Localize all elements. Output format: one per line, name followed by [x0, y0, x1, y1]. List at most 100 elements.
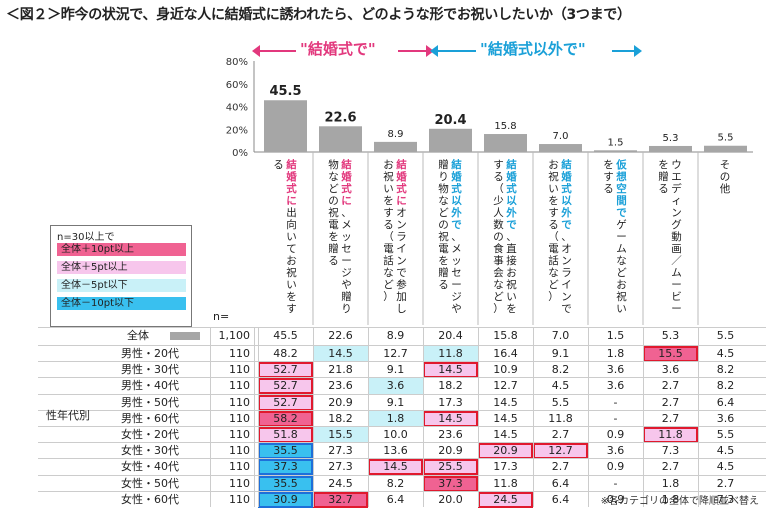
category-label-char: な — [438, 195, 449, 207]
category-label-char: ） — [493, 303, 504, 315]
category-label-char: 婚 — [450, 170, 462, 183]
category-label-char: 物 — [328, 158, 339, 171]
table-cell: 4.5 — [716, 444, 735, 458]
category-label-char: 向 — [286, 218, 297, 231]
category-label-char: な — [548, 267, 559, 279]
category-label-char: お — [616, 279, 627, 291]
category-label-char: ッ — [341, 231, 352, 243]
category-label-char: ） — [548, 291, 559, 303]
table-cell: 4.5 — [716, 347, 735, 360]
row-n: 110 — [229, 428, 250, 441]
category-label-char: の — [328, 195, 339, 207]
category-label-char: ン — [396, 255, 407, 267]
row-label: 全体 — [127, 329, 149, 342]
category-label-char: 婚 — [285, 170, 297, 183]
category-label-char: 贈 — [658, 170, 669, 183]
table-cell: 13.6 — [383, 444, 408, 458]
table-cell: 2.7 — [661, 379, 680, 393]
table-cell: 18.2 — [328, 411, 353, 425]
category-label-char: る — [658, 183, 669, 195]
category-label-char: で — [561, 219, 572, 231]
table-cell: 9.1 — [386, 363, 405, 377]
category-label-char: 婚 — [505, 170, 517, 183]
table-grid-line — [210, 327, 211, 507]
row-n: 110 — [229, 444, 250, 458]
row-label: 女性・30代 — [121, 444, 179, 458]
row-group-label: 性年代別 — [46, 409, 90, 422]
table-cell: 21.8 — [328, 363, 353, 377]
data-label: 5.3 — [663, 133, 679, 144]
table-cell: 32.7 — [313, 491, 368, 508]
category-label-char: 数 — [493, 218, 504, 231]
category-label-char: 贈 — [438, 158, 449, 171]
table-row: 男性・30代 110 52.7 21.8 9.1 14.5 10.9 8.2 3.6 3.6 8.2 — [38, 361, 766, 379]
category-label-char: 電 — [328, 219, 339, 231]
table-cell: 5.3 — [661, 329, 680, 342]
category-label-char: い — [506, 291, 517, 303]
row-label: 男性・30代 — [121, 363, 179, 377]
table-cell: 23.6 — [328, 379, 353, 393]
bar — [319, 126, 362, 152]
category-label-char: 式 — [396, 182, 407, 195]
table-cell: 14.5 — [368, 459, 423, 476]
table-row: 女性・30代 110 35.5 27.3 13.6 20.9 20.9 12.7 3.6 7.3 4… — [38, 442, 766, 460]
table-row: 女性・40代 110 37.3 27.3 14.5 25.5 17.3 2.7 0.9 2.7 4.… — [38, 458, 766, 476]
category-label-char: オ — [396, 207, 407, 219]
category-label-char: 参 — [396, 278, 407, 291]
arrow-outside-right — [612, 45, 642, 57]
table-cell: 35.5 — [258, 443, 313, 460]
table-cell: 3.6 — [716, 411, 735, 425]
table-cell: 8.2 — [716, 363, 735, 377]
category-label-char: い — [286, 279, 297, 291]
category-label-char: す — [548, 207, 559, 219]
table-row: 女性・20代 110 51.8 15.5 10.0 23.6 14.5 2.7 0.9 11.8 5… — [38, 426, 766, 443]
table-grid-line — [533, 327, 534, 507]
table-grid-line — [423, 327, 424, 507]
row-label: 女性・20代 — [121, 428, 179, 441]
table-cell: 6.4 — [386, 492, 405, 506]
data-label: 22.6 — [324, 110, 356, 125]
table-cell: 4.5 — [551, 379, 570, 393]
category-label-char: る — [548, 219, 559, 231]
category-label-char: い — [383, 183, 394, 195]
category-label-char: 外 — [450, 206, 462, 219]
category-label-char: ッ — [451, 255, 462, 267]
table-cell: 3.6 — [606, 363, 625, 377]
category-label-char: オ — [561, 243, 572, 255]
table-cell: 17.3 — [493, 460, 518, 474]
y-tick-label: 60% — [226, 80, 248, 91]
category-label-char: 電 — [383, 243, 394, 255]
category-label-char: を — [383, 195, 394, 207]
category-label-char: ど — [548, 279, 559, 291]
category-label-char: 想 — [615, 170, 627, 183]
category-label-char: 婚 — [340, 170, 352, 183]
category-label-char: メ — [341, 219, 352, 231]
category-label-char: イ — [561, 279, 572, 291]
category-label-char: 食 — [493, 242, 504, 255]
category-label-char: で — [561, 303, 572, 315]
category-label-char: て — [286, 243, 297, 255]
table-cell: 51.8 — [258, 427, 313, 443]
category-label-char: 以 — [506, 195, 517, 207]
table-cell: 2.7 — [661, 411, 680, 425]
category-label-char: 以 — [561, 195, 572, 207]
table-cell: 35.5 — [258, 475, 313, 492]
table-cell: 20.9 — [328, 395, 353, 409]
table-cell: 14.5 — [493, 411, 518, 425]
category-label-char: る — [383, 219, 394, 231]
category-label-char: な — [328, 171, 339, 183]
category-label-char: 祝 — [506, 278, 517, 291]
table-cell: 12.7 — [493, 379, 518, 393]
table-cell: 37.3 — [423, 475, 478, 492]
category-label-char: 結 — [396, 158, 407, 171]
arrow-wedding-left — [252, 45, 296, 57]
category-label-char: 結 — [561, 158, 572, 171]
table-cell: 5.5 — [716, 329, 735, 342]
category-label-char: い — [286, 231, 297, 243]
category-label-char: を — [548, 195, 559, 207]
category-label-char: 会 — [493, 266, 504, 279]
data-label: 20.4 — [434, 113, 466, 128]
row-label: 男性・50代 — [121, 395, 179, 409]
category-label-char: 電 — [548, 243, 559, 255]
table-cell: 25.5 — [423, 459, 478, 476]
